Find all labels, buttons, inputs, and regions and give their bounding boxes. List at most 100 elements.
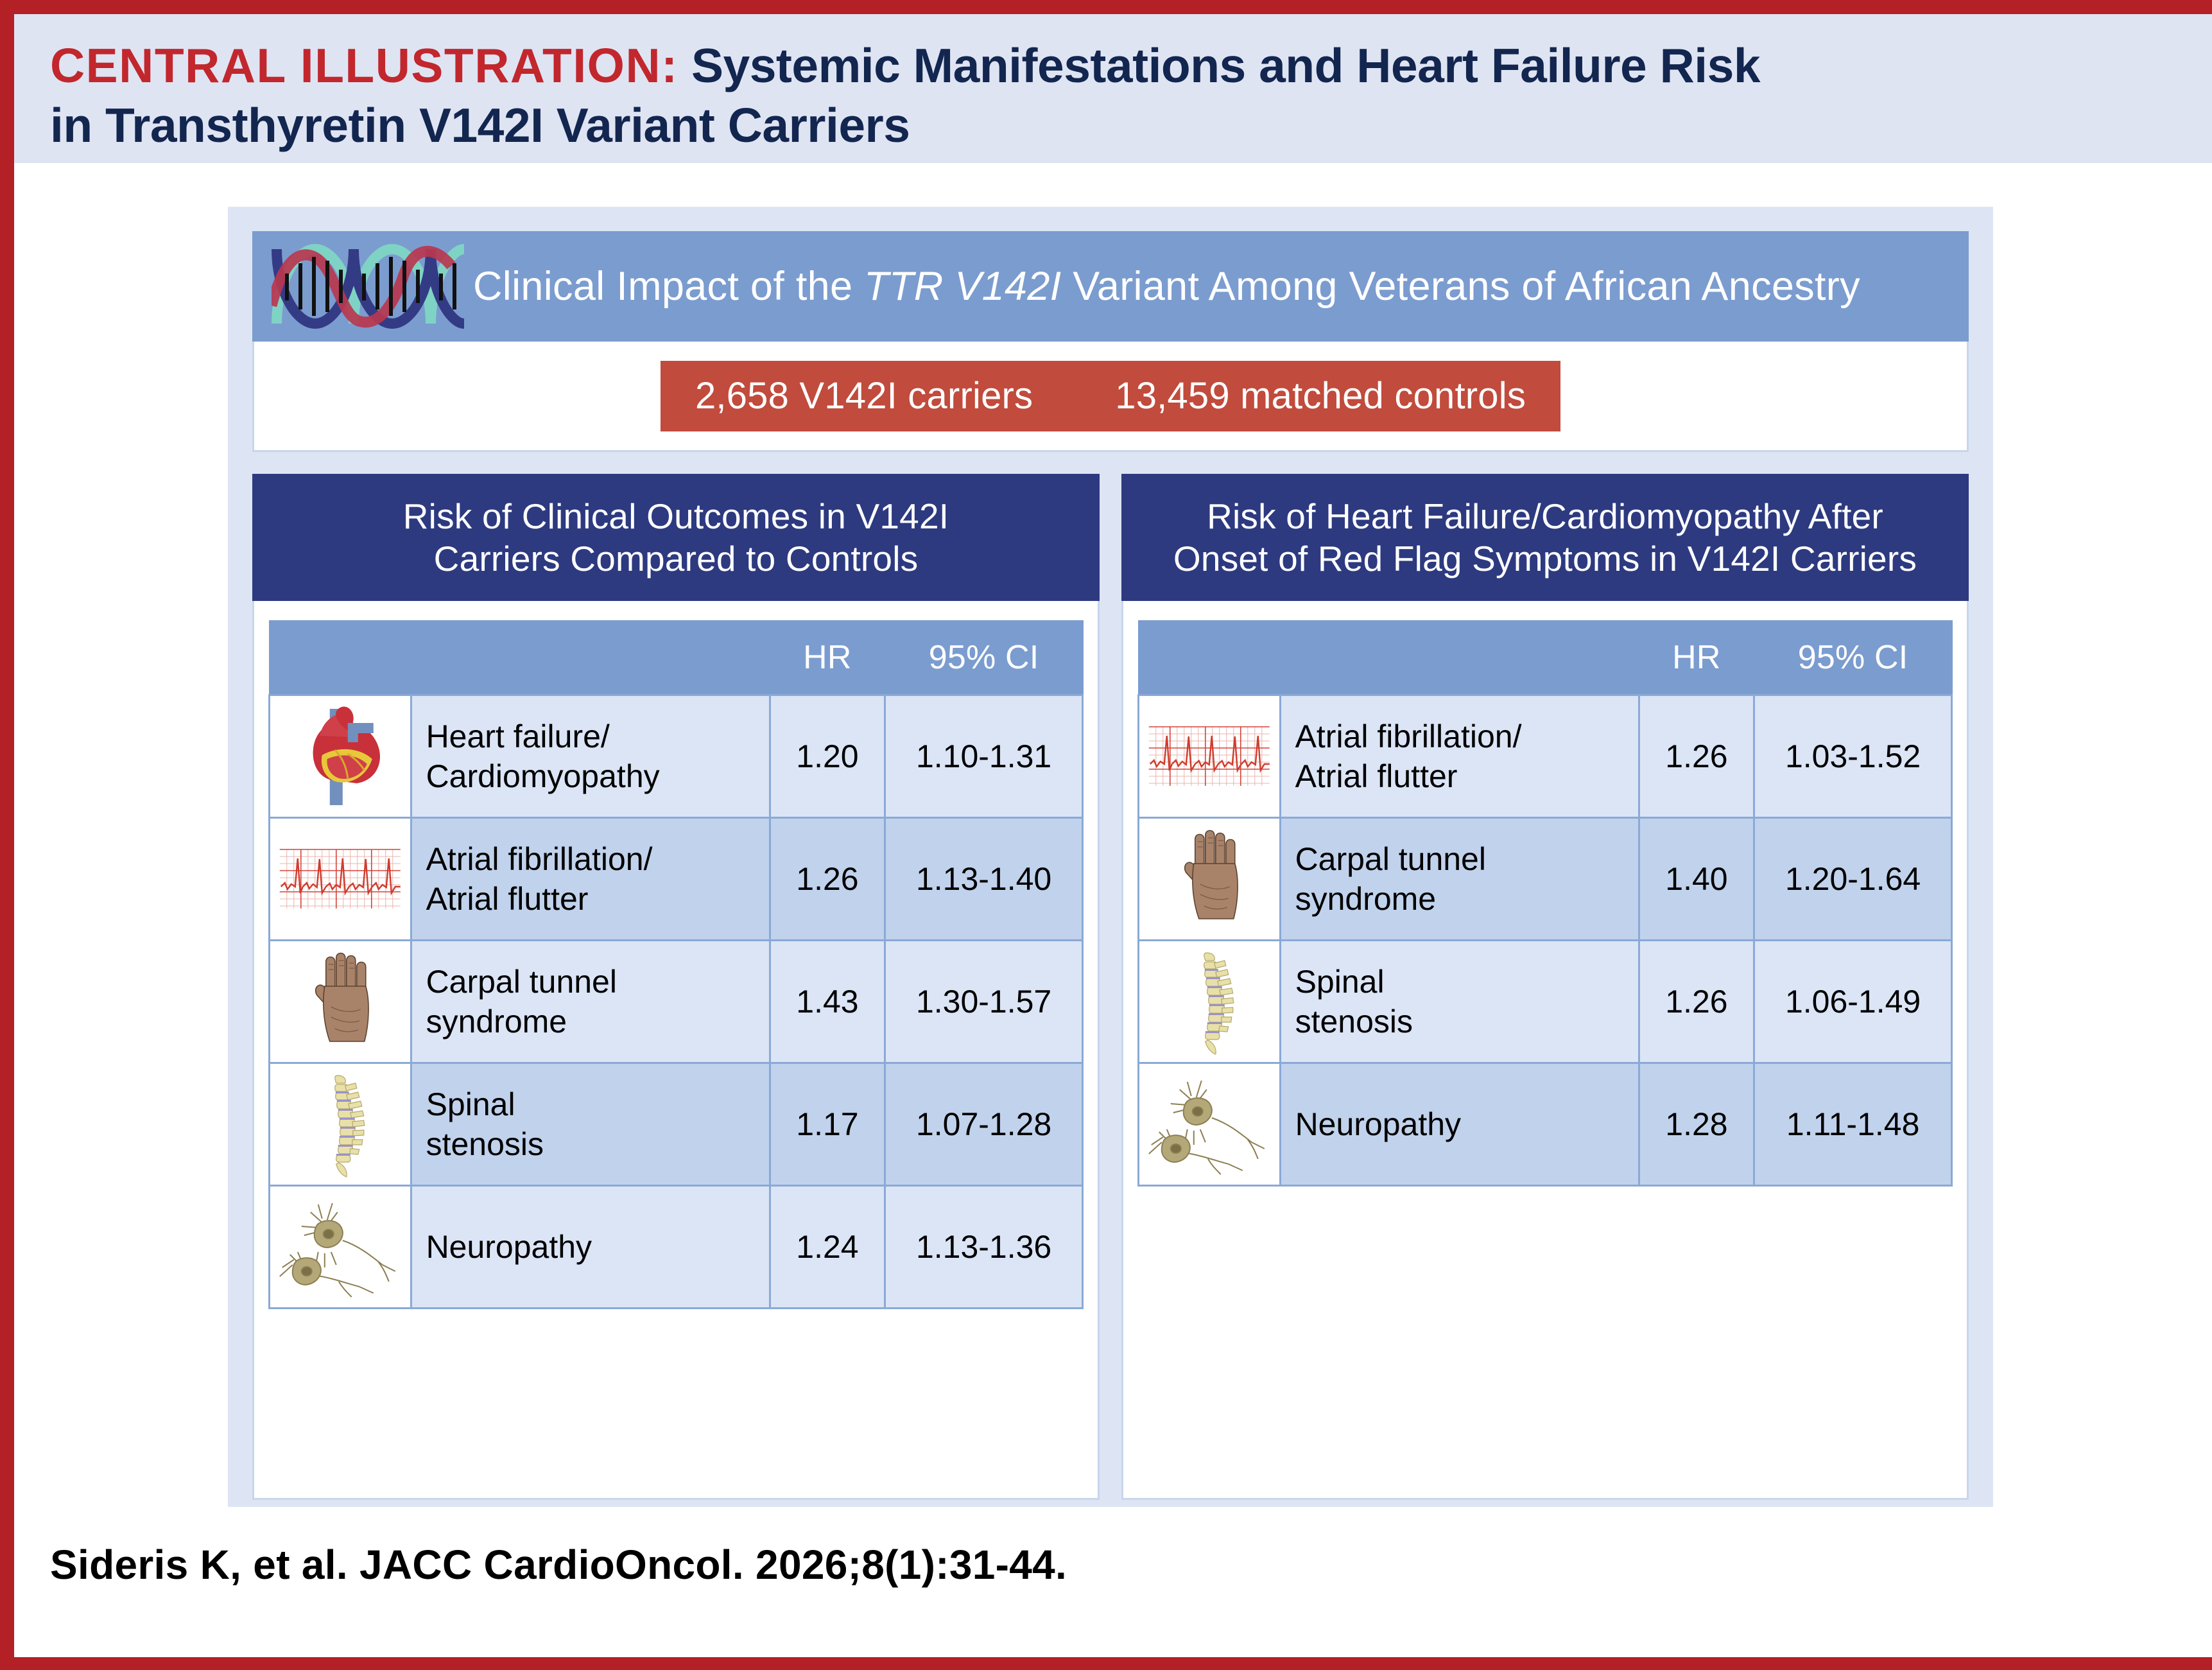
outcomes-table-right: HR 95% CI: [1137, 620, 1953, 1187]
column-clinical-outcomes: Risk of Clinical Outcomes in V142I Carri…: [252, 474, 1100, 1500]
spine-icon: [334, 1074, 365, 1178]
header-outcome-cell: [410, 620, 771, 695]
icon-cell: [268, 693, 412, 819]
ci-cell: 1.03-1.52: [1753, 693, 1953, 819]
banner-text-after: Variant Among Veterans of African Ancest…: [1061, 264, 1860, 309]
outcome-label-cell: Atrial fibrillation/ Atrial flutter: [1279, 693, 1640, 819]
cohort-bar: 2,658 V142I carriers 13,459 matched cont…: [660, 360, 1561, 431]
outcome-label-line2: Atrial flutter: [1295, 758, 1458, 794]
outcome-label-cell: Neuropathy: [410, 1184, 771, 1309]
outcome-label-line1: Atrial fibrillation/: [426, 840, 653, 877]
hr-cell: 1.20: [768, 693, 886, 819]
top-red-rule: [0, 0, 2212, 14]
outcome-label-cell: Spinal stenosis: [410, 1061, 771, 1187]
page-title-line-2: in Transthyretin V142I Variant Carriers: [50, 98, 910, 152]
outcome-label-cell: Carpal tunnel syndrome: [410, 939, 771, 1064]
outcome-label-line1: Spinal: [1295, 963, 1385, 1000]
outcome-label-line2: Atrial flutter: [426, 880, 589, 917]
table-row: Neuropathy 1.24 1.13-1.36: [268, 1184, 1084, 1309]
outcome-label-line1: Spinal: [426, 1086, 515, 1122]
neuron-icon: [1148, 1080, 1265, 1175]
hr-cell: 1.24: [768, 1184, 886, 1309]
page-title-line-1: CENTRAL ILLUSTRATION: Systemic Manifesta…: [50, 36, 2176, 96]
hr-cell: 1.17: [768, 1061, 886, 1187]
ci-cell: 1.06-1.49: [1753, 939, 1953, 1064]
outcome-label-cell: Heart failure/ Cardiomyopathy: [410, 693, 771, 819]
banner-text-before: Clinical Impact of the: [473, 264, 865, 309]
citation: Sideris K, et al. JACC CardioOncol. 2026…: [50, 1542, 1067, 1588]
banner-gene-name: TTR V142I: [864, 264, 1062, 309]
hr-cell: 1.26: [1637, 693, 1756, 819]
title-band: CENTRAL ILLUSTRATION: Systemic Manifesta…: [14, 14, 2212, 163]
hand-icon: [315, 952, 369, 1042]
column-body-left: HR 95% CI: [252, 601, 1100, 1500]
outcome-label-line1: Heart failure/: [426, 718, 610, 754]
icon-cell: [268, 1184, 412, 1309]
header-hr-cell: HR: [769, 620, 886, 695]
neuron-icon: [279, 1203, 396, 1298]
outcome-label-line1: Atrial fibrillation/: [1295, 718, 1522, 754]
table-row: Spinal stenosis 1.26 1.06-1.49: [1137, 939, 1953, 1064]
table-header-row: HR 95% CI: [268, 620, 1084, 695]
left-red-rule: [0, 0, 14, 1670]
column-body-right: HR 95% CI: [1121, 601, 1969, 1500]
heart-icon: [313, 706, 381, 805]
outcome-label-line1: Neuropathy: [426, 1228, 592, 1265]
header-outcome-cell: [1279, 620, 1640, 695]
icon-cell: [268, 816, 412, 941]
hr-cell: 1.26: [1637, 939, 1756, 1064]
page-title-rest: Systemic Manifestations and Heart Failur…: [678, 39, 1761, 92]
icon-cell: [1137, 939, 1281, 1064]
header-icon-cell: [1137, 620, 1281, 695]
outcome-label-line2: syndrome: [1295, 880, 1437, 917]
ci-cell: 1.11-1.48: [1753, 1061, 1953, 1187]
table-row: Spinal stenosis 1.17 1.07-1.28: [268, 1061, 1084, 1187]
table-row: Heart failure/ Cardiomyopathy 1.20 1.10-…: [268, 693, 1084, 819]
column-heading-right: Risk of Heart Failure/Cardiomyopathy Aft…: [1121, 474, 1969, 601]
bottom-red-rule: [0, 1657, 2212, 1670]
dna-helix-icon: [272, 244, 464, 329]
panel-container: Clinical Impact of the TTR V142I Variant…: [228, 207, 1993, 1507]
ecg-icon: [279, 848, 401, 909]
outcome-label-cell: Spinal stenosis: [1279, 939, 1640, 1064]
table-row: Atrial fibrillation/ Atrial flutter 1.26…: [268, 816, 1084, 941]
header-hr-cell: HR: [1638, 620, 1755, 695]
icon-cell: [268, 939, 412, 1064]
ci-cell: 1.30-1.57: [884, 939, 1084, 1064]
outcomes-table-left: HR 95% CI: [268, 620, 1084, 1309]
outcome-label-line1: Neuropathy: [1295, 1106, 1462, 1142]
controls-count: 13,459 matched controls: [1115, 375, 1526, 417]
banner-title: Clinical Impact of the TTR V142I Variant…: [473, 263, 1860, 309]
header-ci-cell: 95% CI: [1753, 620, 1953, 695]
outcome-label-cell: Carpal tunnel syndrome: [1279, 816, 1640, 941]
results-columns: Risk of Clinical Outcomes in V142I Carri…: [252, 474, 1969, 1500]
icon-cell: [1137, 816, 1281, 941]
table-row: Neuropathy 1.28 1.11-1.48: [1137, 1061, 1953, 1187]
column-hf-after-red-flags: Risk of Heart Failure/Cardiomyopathy Aft…: [1121, 474, 1969, 1500]
outcome-label-line2: Cardiomyopathy: [426, 758, 660, 794]
ci-cell: 1.13-1.36: [884, 1184, 1084, 1309]
outcome-label-line1: Carpal tunnel: [1295, 840, 1486, 877]
header-icon-cell: [268, 620, 412, 695]
outcome-label-line1: Carpal tunnel: [426, 963, 617, 1000]
hr-cell: 1.28: [1637, 1061, 1756, 1187]
carriers-count: 2,658 V142I carriers: [695, 375, 1033, 417]
hr-cell: 1.26: [768, 816, 886, 941]
header-ci-cell: 95% CI: [884, 620, 1084, 695]
ci-cell: 1.07-1.28: [884, 1061, 1084, 1187]
table-row: Carpal tunnel syndrome 1.43 1.30-1.57: [268, 939, 1084, 1064]
cohort-strip: 2,658 V142I carriers 13,459 matched cont…: [252, 342, 1969, 452]
column-heading-left-line1: Risk of Clinical Outcomes in V142I: [402, 496, 949, 536]
table-row: Carpal tunnel syndrome 1.40 1.20-1.64: [1137, 816, 1953, 941]
ci-cell: 1.13-1.40: [884, 816, 1084, 941]
spine-icon: [1204, 952, 1234, 1055]
central-illustration-kicker: CENTRAL ILLUSTRATION:: [50, 39, 678, 92]
hr-cell: 1.43: [768, 939, 886, 1064]
column-heading-right-line1: Risk of Heart Failure/Cardiomyopathy Aft…: [1207, 496, 1883, 536]
ci-cell: 1.10-1.31: [884, 693, 1084, 819]
hand-icon: [1184, 830, 1238, 919]
outcome-label-cell: Neuropathy: [1279, 1061, 1640, 1187]
icon-cell: [1137, 1061, 1281, 1187]
column-heading-right-line2: Onset of Red Flag Symptoms in V142I Carr…: [1173, 539, 1917, 578]
